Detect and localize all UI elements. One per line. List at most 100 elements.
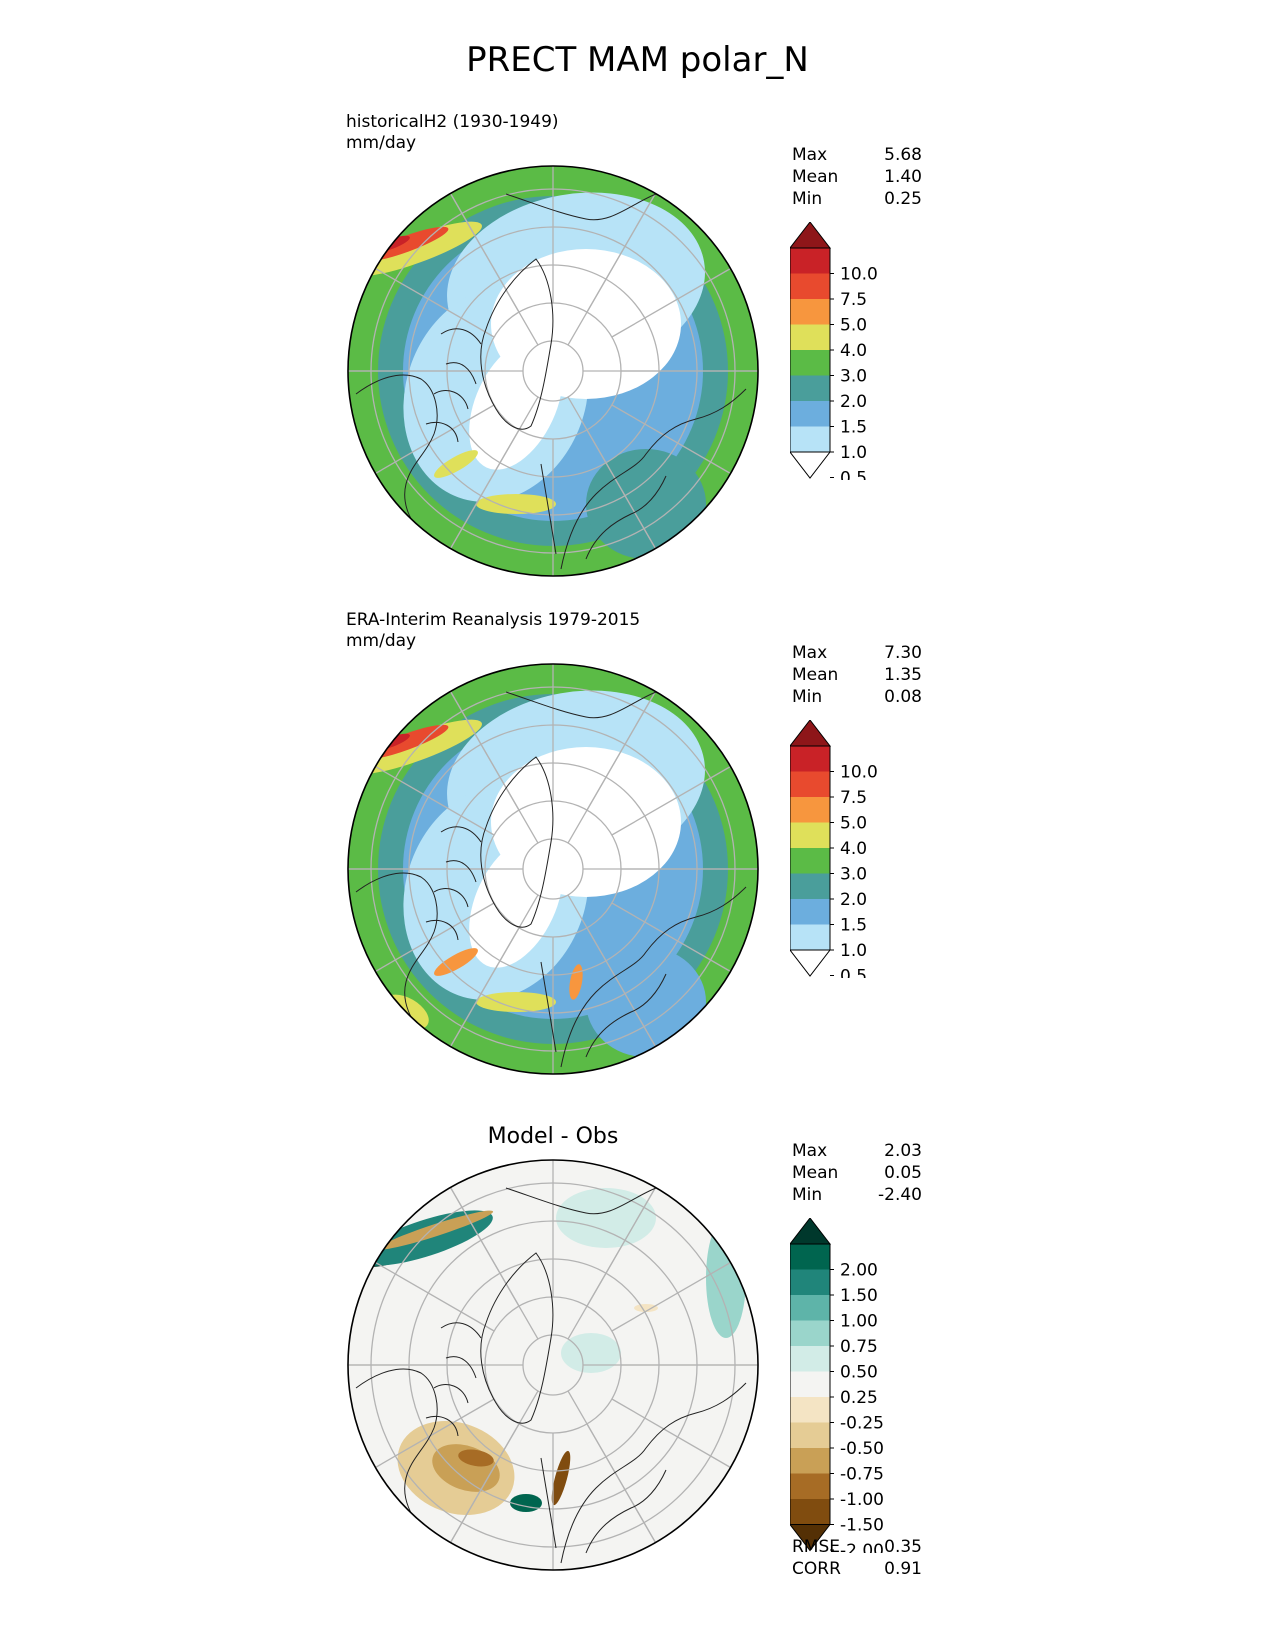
coastline (505, 193, 657, 221)
colorbar-difference-tick-label: 1.00 (840, 1312, 878, 1332)
panel-1-title: historicalH2 (1930-1949) mm/day (346, 112, 559, 153)
map0-meridian (586, 193, 657, 313)
colorbar-era-interim-tick-label: 5.0 (840, 814, 867, 834)
coastline (355, 872, 438, 1038)
stat-mean-value: 1.35 (884, 665, 922, 685)
difference-negative-max (458, 1449, 494, 1467)
field-band (586, 947, 706, 1057)
difference-negative-max (551, 1450, 571, 1506)
colorbar-difference: 2.00 1.50 1.00 0.75 0.50 0.25 -0.25 -0.50 -0.75 -… (790, 1218, 884, 1553)
stat-mean-value: 0.05 (884, 1163, 922, 1183)
colorbar-difference-tick-label: 0.75 (840, 1337, 878, 1357)
field-patch (434, 948, 478, 976)
coastline (425, 1322, 482, 1437)
stat-min-value: 0.25 (884, 189, 922, 209)
map1-meridian (586, 691, 657, 811)
colorbar-difference-segment (790, 1473, 830, 1499)
polar-map-historical (347, 165, 759, 577)
panel-2-title: ERA-Interim Reanalysis 1979-2015 mm/day (346, 610, 641, 651)
coastline (480, 756, 554, 928)
metric-corr-value: 0.91 (884, 1559, 922, 1579)
coastline (480, 1252, 554, 1424)
colorbar-era-interim-segment (790, 873, 830, 899)
colorbar-era-interim-segment (790, 822, 830, 848)
colorbar-difference-segment (790, 1371, 830, 1397)
figure-title: PRECT MAM polar_N (466, 40, 809, 80)
map0-meridian (586, 429, 657, 549)
stat-min-label: Min (792, 189, 823, 209)
field-patch (476, 992, 556, 1012)
colorbar-difference-segment (790, 1346, 830, 1372)
coastline (480, 258, 554, 430)
map0-meridian (611, 404, 731, 475)
colorbar-historical-tick-label: 10.0 (840, 265, 878, 285)
map2-meridian (449, 1187, 520, 1307)
map1-meridian (449, 691, 520, 811)
colorbar-historical-segment (790, 426, 830, 452)
colorbar-historical-tick-label: 1.5 (840, 418, 867, 438)
map1-meridian (449, 927, 520, 1047)
coastline (425, 826, 482, 941)
map0-meridian (449, 193, 520, 313)
map2-meridian (375, 1261, 495, 1332)
colorbar-difference-segment (790, 1448, 830, 1474)
colorbar-historical-tick-label: 7.5 (840, 290, 867, 310)
colorbar-historical-tick-label: 1.0 (840, 443, 867, 463)
coastline (585, 475, 667, 560)
map0-meridian (449, 429, 520, 549)
stat-max-value: 7.30 (884, 643, 922, 663)
coastline (355, 1368, 438, 1534)
colorbar-difference-segment (790, 1269, 830, 1295)
colorbar-era-interim: 10.0 7.5 5.0 4.0 3.0 2.0 1.5 1.0 0.5 (790, 720, 878, 979)
coastline (540, 463, 557, 555)
map1-meridian (375, 902, 495, 973)
colorbar-historical-tick-label: 0.5 (840, 469, 867, 481)
field-patch (434, 450, 478, 478)
storm-track (350, 221, 482, 277)
map-boundary (347, 663, 759, 1075)
map1-meridian (586, 927, 657, 1047)
stat-max-value: 5.68 (884, 145, 922, 165)
colorbar-era-interim-tick-label: 1.5 (840, 916, 867, 936)
map2-meridian (586, 1423, 657, 1543)
stat-mean-label: Mean (792, 167, 839, 187)
stat-max-label: Max (792, 1141, 828, 1161)
stat-mean-label: Mean (792, 665, 839, 685)
colorbar-historical-tick-label: 3.0 (840, 367, 867, 387)
colorbar-historical-tick-label: 5.0 (840, 316, 867, 336)
colorbar-difference-segment (790, 1499, 830, 1525)
map2-meridian (375, 1398, 495, 1469)
colorbar-difference-tick-label: 0.50 (840, 1363, 878, 1383)
colorbar-era-interim-tick-label: 0.5 (840, 967, 867, 979)
colorbar-difference-segment (790, 1422, 830, 1448)
panel-2-stats: Max 7.30 Mean 1.35 Min 0.08 (792, 642, 922, 708)
colorbar-difference-tick-label: -0.25 (840, 1414, 884, 1434)
colorbar-era-interim-bottom-extension (790, 949, 832, 977)
colorbar-historical-segment (790, 350, 830, 376)
colorbar-era-interim-tick-label: 2.0 (840, 890, 867, 910)
panel-1-stats: Max 5.68 Mean 1.40 Min 0.25 (792, 144, 922, 210)
field-band (586, 449, 706, 559)
stat-max-value: 2.03 (884, 1141, 922, 1161)
difference-positive (556, 1188, 656, 1248)
metric-corr-label: CORR (792, 1559, 841, 1579)
coastline (585, 973, 667, 1058)
colorbar-difference-tick-label: -2.00 (840, 1541, 884, 1553)
metric-rmse-value: 0.35 (884, 1537, 922, 1557)
colorbar-historical-tick-label: 4.0 (840, 341, 867, 361)
colorbar-historical-segment (790, 273, 830, 299)
map0-meridian (375, 267, 495, 338)
map-boundary (347, 1159, 759, 1571)
coastline (425, 328, 482, 443)
stat-min-value: -2.40 (878, 1185, 922, 1205)
coastline (540, 1457, 557, 1549)
coastline (505, 1187, 657, 1215)
map2-meridian (611, 1398, 731, 1469)
colorbar-era-interim-tick-label: 4.0 (840, 839, 867, 859)
colorbar-era-interim-segment (790, 899, 830, 925)
map0-meridian (611, 267, 731, 338)
polar-map-era-interim (347, 663, 759, 1075)
stat-max-label: Max (792, 145, 828, 165)
metric-rmse-label: RMSE (792, 1537, 841, 1557)
colorbar-historical-segment (790, 299, 830, 325)
